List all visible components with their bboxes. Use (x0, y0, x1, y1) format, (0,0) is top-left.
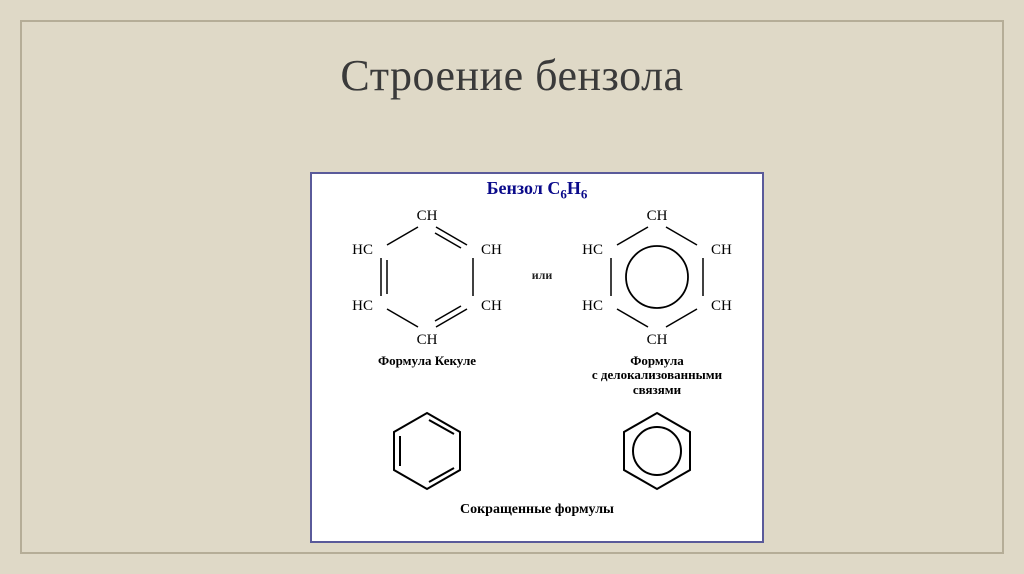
atom-hc: HC (352, 298, 373, 314)
diagram-title: Бензол C6H6 (312, 178, 762, 203)
structural-captions: Формула Кекуле Формула с делокализованны… (312, 352, 762, 404)
atom-ch: CH (647, 208, 668, 224)
atom-hc: HC (582, 298, 603, 314)
benzene-diagram: Бензол C6H6 CH CH CH CH HC HC (310, 172, 764, 543)
deloc-caption-l3: связями (633, 382, 681, 397)
atom-ch: CH (481, 242, 502, 258)
deloc-caption-l1: Формула (630, 353, 684, 368)
structural-row: CH CH CH CH HC HC (312, 202, 762, 352)
title-h: H (567, 178, 581, 198)
atom-ch: CH (711, 242, 732, 258)
kekule-skeletal (372, 404, 482, 499)
deloc-caption-l2: с делокализованными (592, 367, 722, 382)
atom-ch: CH (481, 298, 502, 314)
skeletal-caption: Сокращенные формулы (312, 502, 762, 518)
skeletal-row (312, 404, 762, 499)
atom-hc: HC (352, 242, 373, 258)
kekule-structure: CH CH CH CH HC HC (332, 202, 522, 352)
kekule-caption: Формула Кекуле (332, 354, 522, 368)
slide-frame: Строение бензола Бензол C6H6 CH CH CH CH… (20, 20, 1004, 554)
deloc-skeletal (602, 404, 712, 499)
slide-title: Строение бензола (22, 50, 1002, 101)
title-text: Бензол C (487, 178, 561, 198)
atom-ch: CH (417, 332, 438, 348)
sub2: 6 (581, 187, 588, 202)
or-label: или (522, 268, 562, 283)
deloc-caption: Формула с делокализованными связями (562, 354, 752, 397)
atom-ch: CH (417, 208, 438, 224)
atom-hc: HC (582, 242, 603, 258)
atom-ch: CH (647, 332, 668, 348)
delocalized-structure: CH CH CH CH HC HC (562, 202, 752, 352)
atom-ch: CH (711, 298, 732, 314)
